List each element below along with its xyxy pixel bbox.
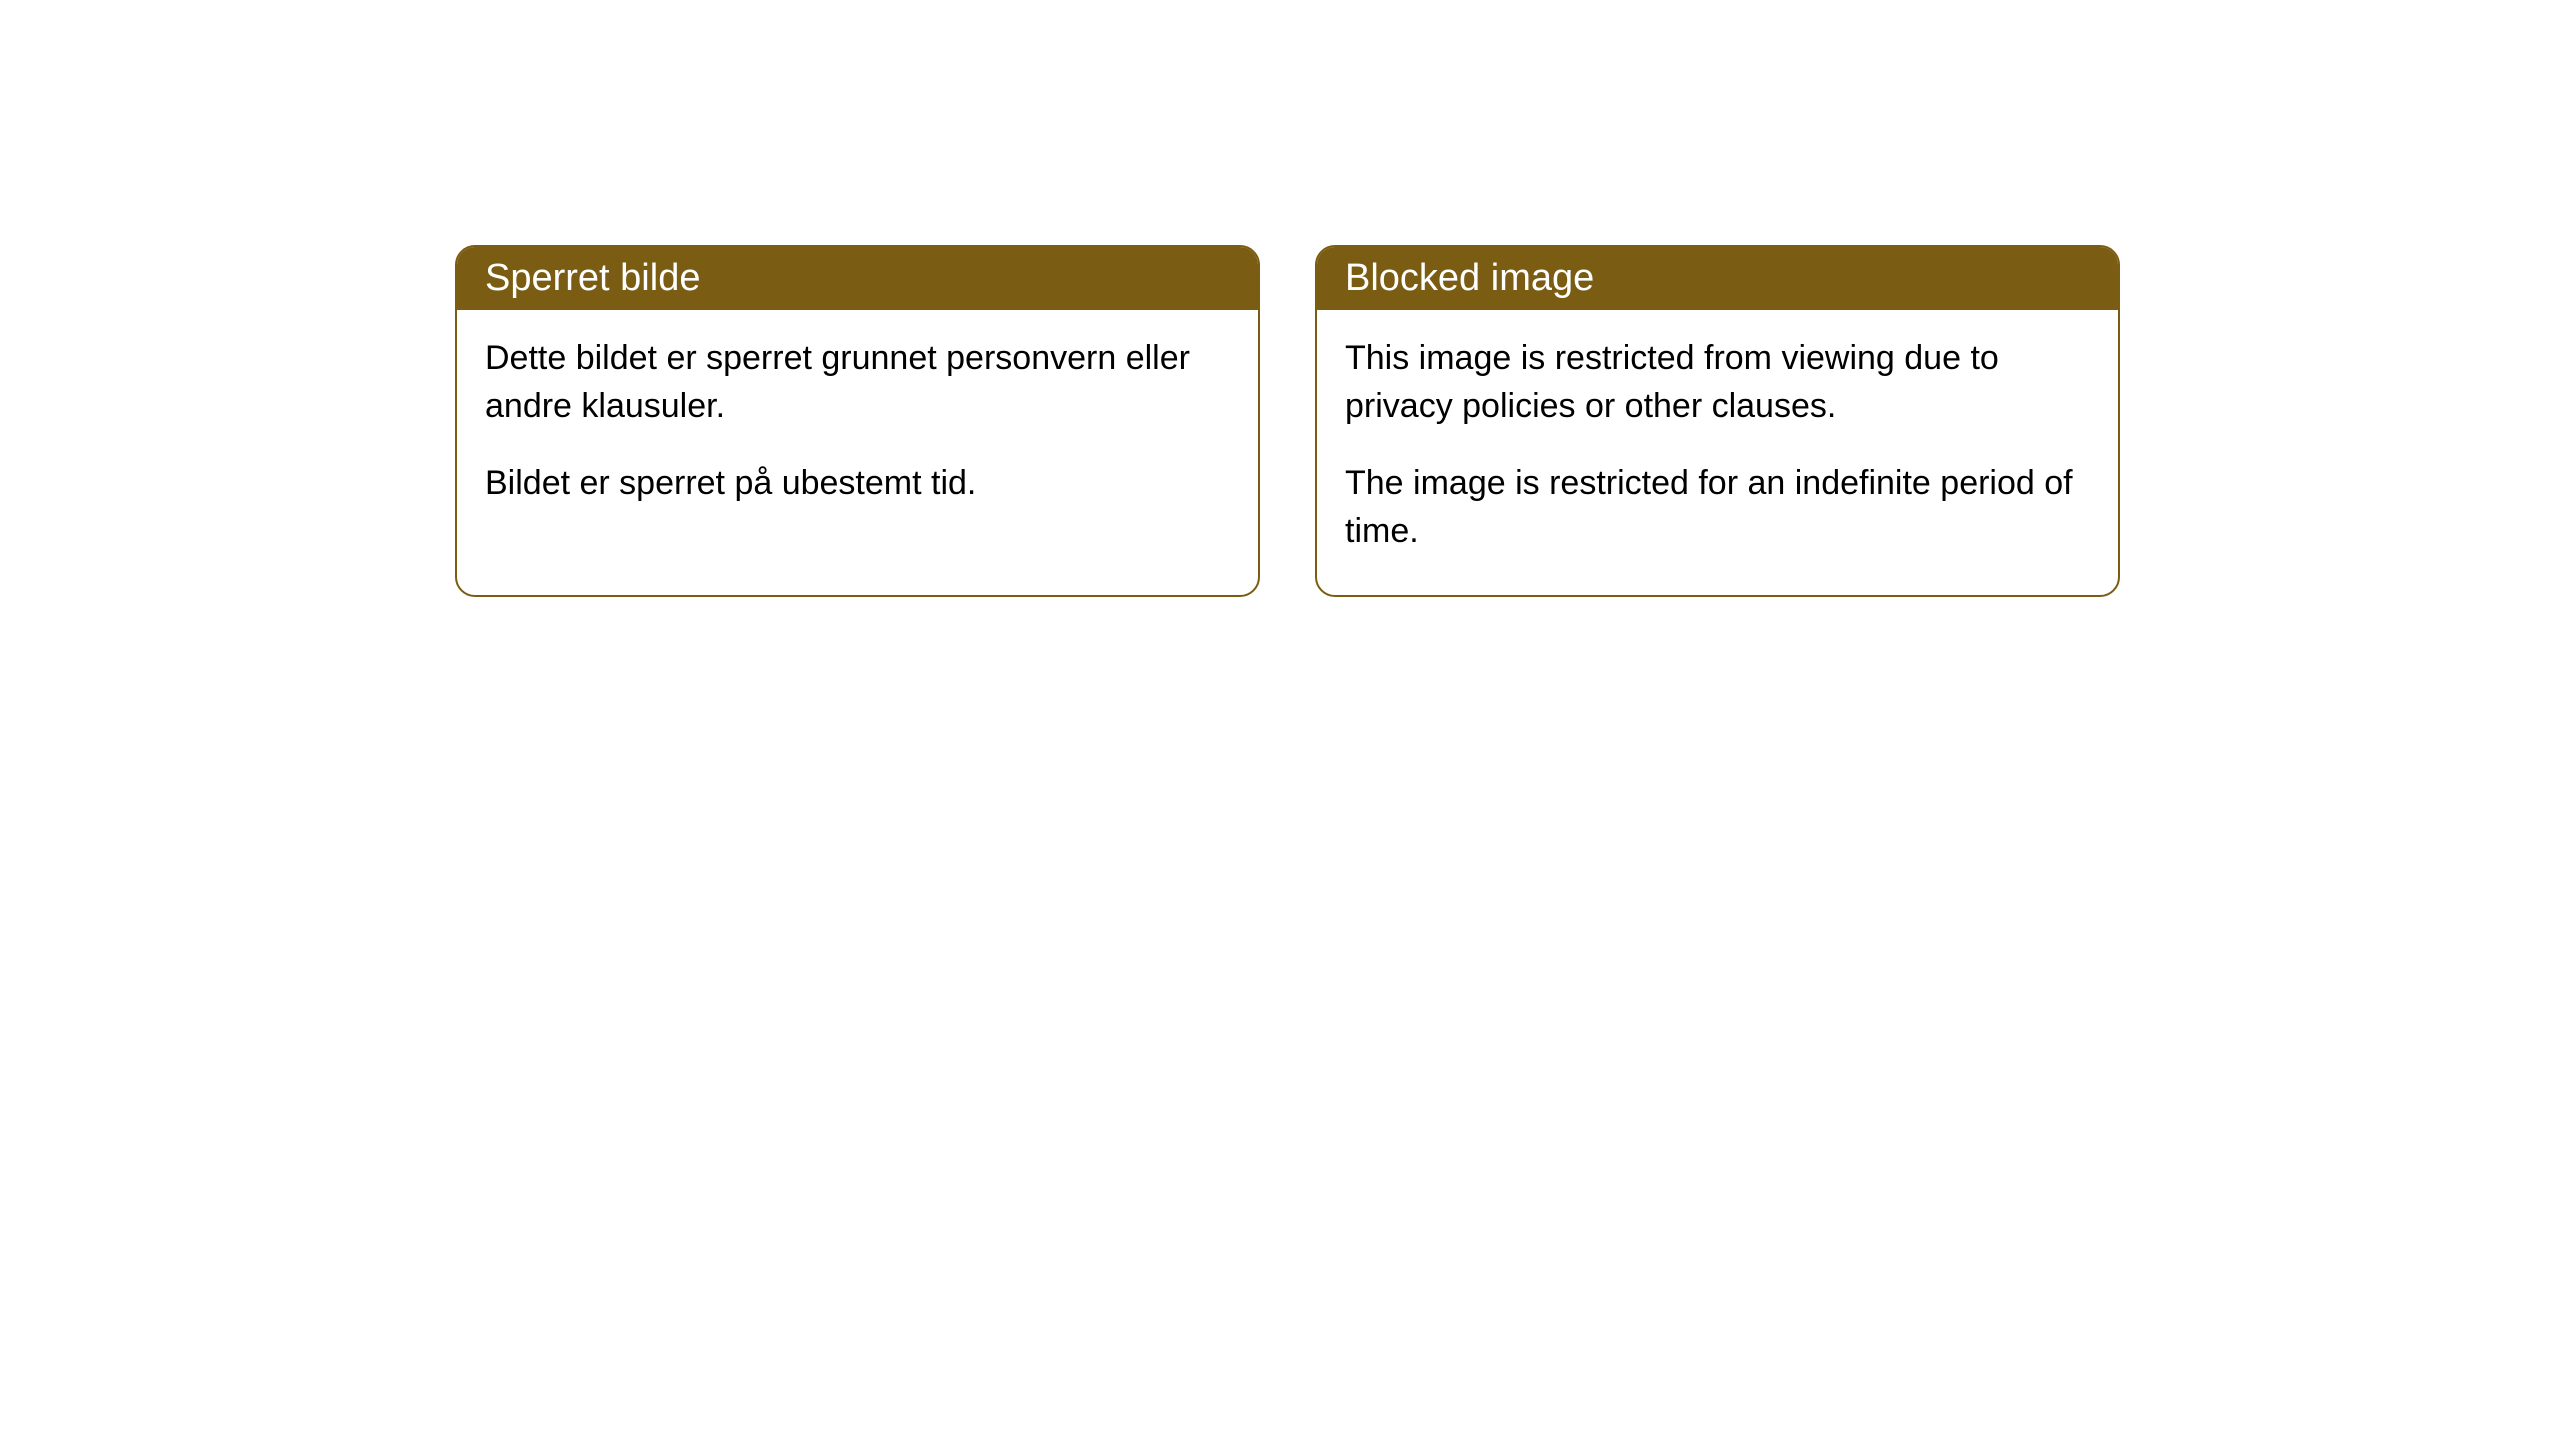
card-title-english: Blocked image — [1345, 257, 1594, 299]
card-header-english: Blocked image — [1317, 247, 2118, 310]
card-header-norwegian: Sperret bilde — [457, 247, 1258, 310]
card-body-english: This image is restricted from viewing du… — [1317, 310, 2118, 595]
card-title-norwegian: Sperret bilde — [485, 257, 700, 299]
blocked-image-card-english: Blocked image This image is restricted f… — [1315, 245, 2120, 597]
notice-cards-container: Sperret bilde Dette bildet er sperret gr… — [455, 245, 2560, 597]
card-body-norwegian: Dette bildet er sperret grunnet personve… — [457, 310, 1258, 548]
card-paragraph-1-norwegian: Dette bildet er sperret grunnet personve… — [485, 335, 1230, 430]
card-paragraph-2-english: The image is restricted for an indefinit… — [1345, 460, 2090, 555]
card-paragraph-1-english: This image is restricted from viewing du… — [1345, 335, 2090, 430]
card-paragraph-2-norwegian: Bildet er sperret på ubestemt tid. — [485, 460, 1230, 508]
blocked-image-card-norwegian: Sperret bilde Dette bildet er sperret gr… — [455, 245, 1260, 597]
